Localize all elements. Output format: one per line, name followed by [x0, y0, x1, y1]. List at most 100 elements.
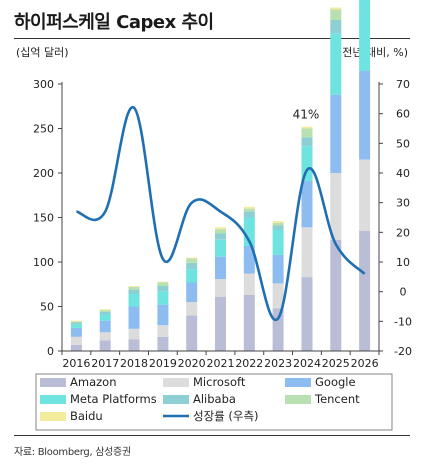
x-tick-label-2018: 2018	[120, 357, 148, 370]
bar-alibaba-2017	[99, 311, 111, 315]
legend-swatch-meta-platforms	[40, 395, 66, 404]
bar-amazon-2016	[70, 344, 82, 351]
bar-tencent-2016	[70, 321, 82, 323]
bar-tencent-2022	[243, 208, 255, 212]
bar-amazon-2020	[186, 315, 198, 351]
y-left-tick-label: 200	[33, 167, 54, 180]
bar-microsoft-2016	[70, 336, 82, 345]
y-axis-left-label: (십억 달러)	[16, 46, 69, 59]
y-right-tick-label: 60	[396, 108, 410, 121]
y-right-tick-label: 30	[396, 197, 410, 210]
y-right-tick-label: 70	[396, 78, 410, 91]
bar-meta-platforms-2020	[186, 269, 198, 283]
y-right-tick-label: 40	[396, 167, 410, 180]
legend-label-microsoft: Microsoft	[193, 375, 246, 389]
legend-swatch-microsoft	[163, 378, 189, 387]
bar-amazon-2022	[243, 294, 255, 351]
source-note: 자료: Bloomberg, 삼성증권	[14, 447, 131, 458]
footer-rule	[14, 435, 410, 436]
bar-alibaba-2020	[186, 262, 198, 270]
bar-meta-platforms-2025	[330, 33, 342, 95]
bar-amazon-2018	[128, 339, 140, 351]
bar-microsoft-2026	[359, 159, 371, 231]
y-axis-right-label: (전년 대비, %)	[338, 46, 408, 59]
legend-box	[35, 373, 393, 431]
x-tick-label-2016: 2016	[62, 357, 90, 370]
bar-baidu-2021	[215, 227, 226, 230]
bar-baidu-2025	[330, 7, 342, 10]
bar-amazon-2025	[330, 239, 342, 352]
bar-google-2022	[243, 246, 255, 274]
bar-microsoft-2025	[330, 173, 342, 240]
y-right-tick-label: -20	[394, 345, 412, 358]
growth-line-layer	[76, 106, 366, 322]
bar-microsoft-2022	[243, 273, 255, 295]
bar-alibaba-2016	[70, 322, 82, 325]
bar-google-2016	[70, 327, 82, 337]
chart-title: 하이퍼스케일 Capex 추이	[14, 12, 214, 33]
bar-meta-platforms-2018	[128, 294, 140, 307]
x-tick-label-2025: 2025	[322, 357, 350, 370]
bar-meta-platforms-2023	[272, 230, 284, 255]
legend-label-baidu: Baidu	[70, 409, 103, 423]
legend-swatch-alibaba	[163, 395, 189, 404]
legend-label-amazon: Amazon	[70, 375, 116, 389]
bar-alibaba-2018	[128, 289, 140, 295]
y-right-tick-label: 50	[396, 137, 410, 150]
bar-tencent-2023	[272, 222, 284, 226]
y-left-tick-label: 150	[33, 212, 54, 225]
bar-baidu-2016	[70, 320, 82, 322]
bar-alibaba-2023	[272, 225, 284, 230]
bar-google-2024	[301, 181, 313, 228]
growth-annotation-2024: 41%	[293, 108, 320, 122]
x-tick-label-2019: 2019	[149, 357, 177, 370]
title-rule	[14, 38, 410, 39]
legend-swatch-tencent	[285, 395, 311, 404]
y-left-tick-label: 0	[47, 345, 54, 358]
legend-swatch-amazon	[40, 378, 66, 387]
bar-baidu-2017	[99, 309, 111, 311]
growth-rate-line	[76, 106, 366, 322]
bar-alibaba-2019	[157, 286, 169, 292]
annotation-layer: 41%16%6%	[293, 0, 348, 122]
y-left-tick-label: 250	[33, 123, 54, 136]
bar-baidu-2018	[128, 286, 140, 287]
bar-google-2020	[186, 282, 198, 303]
legend-label-alibaba: Alibaba	[193, 392, 236, 406]
bar-baidu-2023	[272, 221, 284, 223]
bar-baidu-2020	[186, 257, 198, 259]
y-left-tick-label: 300	[33, 78, 54, 91]
x-tick-label-2020: 2020	[178, 357, 206, 370]
bar-google-2023	[272, 254, 284, 284]
bar-google-2019	[157, 304, 169, 326]
bar-meta-platforms-2019	[157, 291, 169, 305]
legend-label-growth: 성장률 (우측)	[193, 409, 259, 423]
bar-microsoft-2024	[301, 227, 313, 278]
y-right-tick-label: 10	[396, 256, 410, 269]
bar-google-2025	[330, 94, 342, 173]
bar-amazon-2023	[272, 308, 284, 351]
x-tick-label-2024: 2024	[293, 357, 321, 370]
bar-tencent-2025	[330, 9, 342, 20]
axes-layer: 0 50 100 150 200 250 300 -20 -10 0 10 20 30 40 50 60 70 2…	[33, 78, 412, 370]
bar-microsoft-2019	[157, 325, 169, 337]
bar-tencent-2018	[128, 286, 140, 290]
x-tick-label-2022: 2022	[235, 357, 263, 370]
bar-amazon-2026	[359, 230, 371, 351]
legend: Amazon Microsoft Google Meta Platforms Aliba…	[40, 375, 360, 423]
legend-label-google: Google	[315, 375, 356, 389]
bar-amazon-2024	[301, 277, 313, 351]
x-tick-label-2026: 2026	[351, 357, 379, 370]
bar-microsoft-2023	[272, 283, 284, 309]
bar-baidu-2019	[157, 281, 169, 283]
bar-tencent-2021	[215, 229, 226, 234]
x-tick-label-2023: 2023	[264, 357, 292, 370]
bar-tencent-2017	[99, 310, 111, 312]
bar-baidu-2024	[301, 126, 313, 129]
bar-meta-platforms-2026	[359, 0, 371, 71]
bar-amazon-2017	[99, 340, 111, 351]
bar-meta-platforms-2017	[99, 314, 111, 321]
bar-google-2018	[128, 306, 140, 329]
x-tick-label-2021: 2021	[207, 357, 235, 370]
bar-microsoft-2021	[215, 278, 226, 297]
